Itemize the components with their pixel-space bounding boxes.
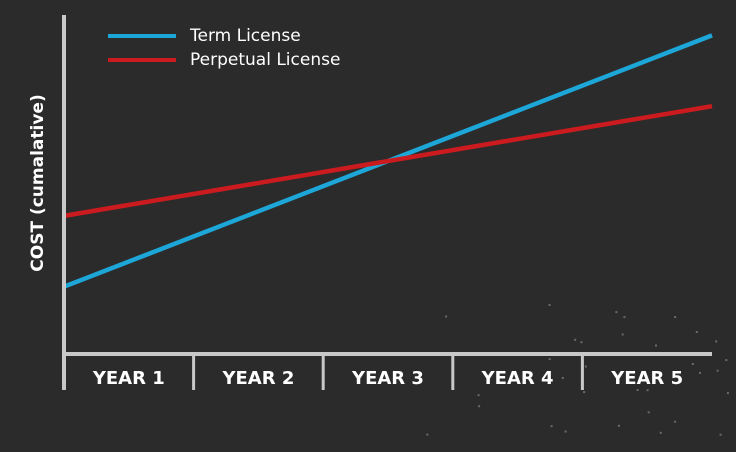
decor-dot	[621, 333, 624, 336]
decor-dot	[564, 430, 567, 433]
decor-dot	[691, 363, 694, 365]
decor-dot	[674, 316, 677, 319]
legend-label: Term License	[189, 26, 301, 46]
decor-dot	[583, 391, 586, 394]
decor-dot	[647, 411, 650, 414]
decor-dot	[561, 376, 564, 379]
decor-dot	[726, 392, 729, 395]
decor-dot	[725, 359, 728, 362]
decor-dot	[580, 341, 583, 344]
legend: Term License Perpetual License	[108, 26, 340, 70]
decor-dot	[574, 338, 577, 341]
series-layer	[63, 33, 713, 289]
axes-layer: YEAR 1 YEAR 2 YEAR 3 YEAR 4 YEAR 5	[62, 15, 712, 390]
decorative-dots	[426, 304, 729, 436]
decor-dot	[655, 344, 657, 347]
decor-dot	[478, 405, 481, 408]
legend-label: Perpetual License	[190, 50, 340, 70]
decor-dot	[674, 420, 677, 423]
decor-dot	[550, 425, 553, 428]
decor-dot	[445, 315, 448, 318]
decor-dot	[659, 431, 662, 434]
x-tick-label: YEAR 2	[221, 368, 294, 389]
decor-dot	[617, 424, 620, 427]
series-line-perpetual-license	[63, 103, 713, 219]
decor-dot	[615, 311, 618, 314]
decor-dot	[695, 331, 698, 333]
decor-dot	[716, 369, 719, 372]
x-tick-label: YEAR 1	[92, 368, 165, 389]
decor-dot	[584, 365, 587, 368]
decor-dot	[636, 389, 639, 392]
decor-dot	[548, 358, 551, 361]
x-tick-label: YEAR 4	[481, 368, 554, 389]
decor-dot	[477, 394, 480, 397]
decor-dot	[548, 304, 551, 306]
x-tick-label: YEAR 5	[610, 368, 683, 389]
y-axis-label: COST (cumalative)	[28, 94, 48, 271]
decor-dot	[646, 389, 649, 392]
decor-dot	[715, 340, 718, 343]
decor-dot	[699, 371, 701, 374]
decor-dot	[623, 316, 626, 319]
decor-dot	[719, 433, 722, 436]
decor-dot	[426, 433, 429, 436]
x-tick-label: YEAR 3	[351, 368, 424, 389]
